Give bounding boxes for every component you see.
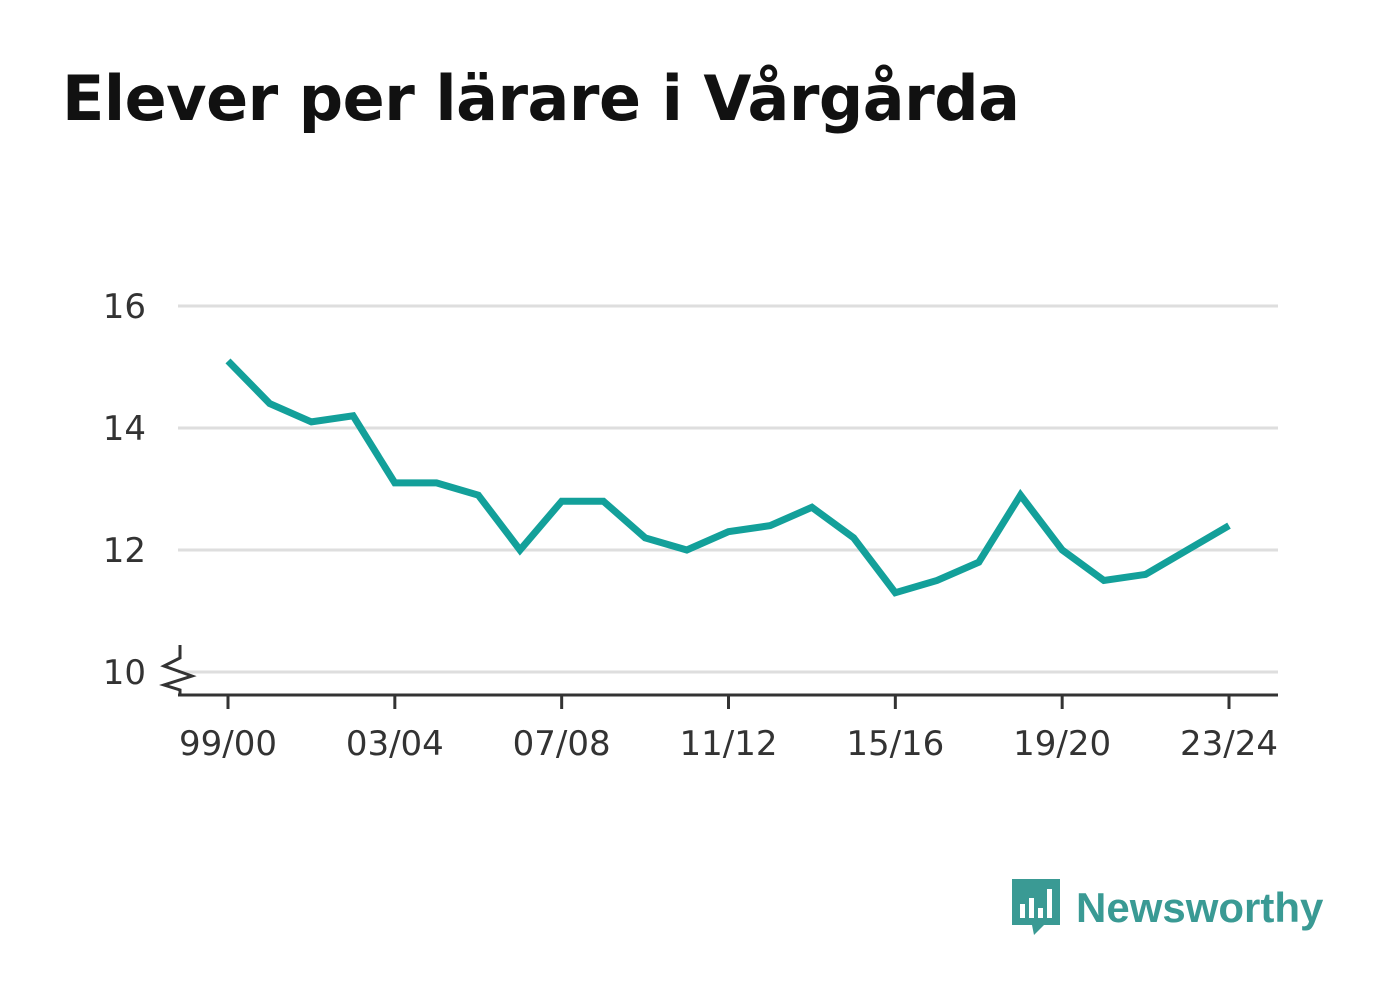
y-tick-label: 10 xyxy=(103,653,146,693)
series-layer xyxy=(225,358,1231,597)
x-tick-label: 07/08 xyxy=(513,724,611,764)
gridlines xyxy=(178,304,1278,674)
y-tick-label: 12 xyxy=(103,531,146,571)
bar-chart-speech-bubble-icon xyxy=(1012,879,1060,935)
brand-name: Newsworthy xyxy=(1076,884,1324,931)
x-tick-label: 19/20 xyxy=(1013,724,1111,764)
x-tick-label: 11/12 xyxy=(680,724,778,764)
x-tick-label: 15/16 xyxy=(846,724,944,764)
y-axis-ticks: 10 12 14 16 xyxy=(103,287,197,695)
x-tick-label: 99/00 xyxy=(179,724,277,764)
x-tick-label: 03/04 xyxy=(346,724,444,764)
y-tick-label: 14 xyxy=(103,409,146,449)
y-tick-label: 16 xyxy=(103,287,146,327)
x-axis: 99/00 03/04 07/08 11/12 15/16 19/20 23/24 xyxy=(178,693,1278,764)
newsworthy-logo: Newsworthy xyxy=(1010,876,1323,940)
x-tick-label: 23/24 xyxy=(1180,724,1278,764)
chart-title: Elever per lärare i Vårgårda xyxy=(62,62,1020,135)
y-axis-break xyxy=(159,645,197,695)
series-line xyxy=(225,358,1231,597)
